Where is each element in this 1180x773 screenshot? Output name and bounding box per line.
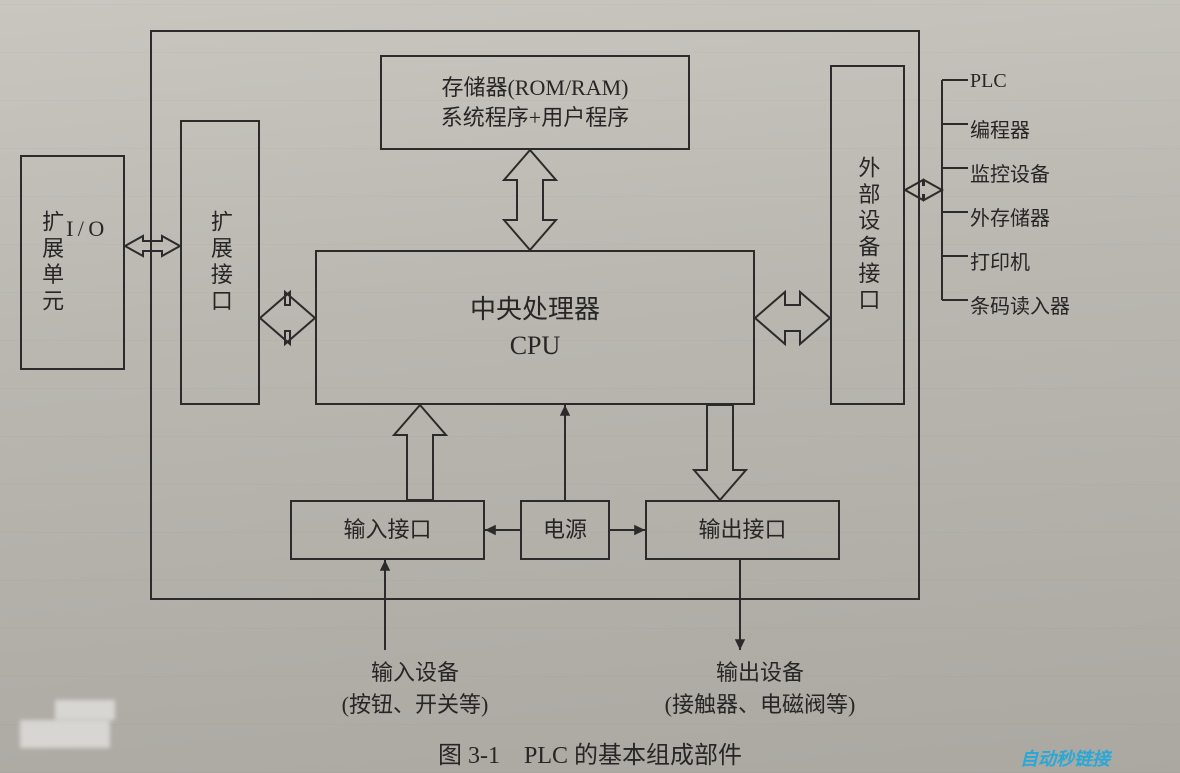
external-device-item: 监控设备	[970, 158, 1050, 187]
watermark-text: 自动秒链接	[1020, 745, 1110, 771]
figure-caption: 图 3-1 PLC 的基本组成部件	[340, 735, 840, 770]
scan-smudge	[20, 720, 110, 748]
memory-box: 存储器(ROM/RAM) 系统程序+用户程序	[380, 55, 690, 150]
external-device-item: 条码读入器	[970, 290, 1070, 319]
external-device-item: 外存储器	[970, 202, 1050, 231]
power-supply: 电源	[520, 500, 610, 560]
output-dev-line1: 输出设备	[610, 655, 910, 687]
input-if-text: 输入接口	[343, 515, 431, 545]
scan-smudge	[55, 700, 115, 720]
caption-text: 图 3-1 PLC 的基本组成部件	[438, 743, 742, 769]
diagram-page: I/O扩展单元 扩展接口 存储器(ROM/RAM) 系统程序+用户程序 中央处理…	[0, 0, 1180, 773]
io-unit-latin: I/O	[66, 214, 109, 244]
memory-line2: 系统程序+用户程序	[441, 103, 629, 133]
external-device-interface: 外部设备接口	[830, 65, 905, 405]
cpu-line2: CPU	[470, 328, 600, 363]
external-device-item: 打印机	[970, 246, 1030, 275]
input-devices-label: 输入设备 (按钮、开关等)	[290, 655, 540, 719]
cpu-line1: 中央处理器	[470, 292, 600, 327]
external-device-item: 编程器	[970, 114, 1030, 143]
cpu-box: 中央处理器 CPU	[315, 250, 755, 405]
output-devices-label: 输出设备 (接触器、电磁阀等)	[610, 655, 910, 719]
io-expansion-unit: I/O扩展单元	[20, 155, 125, 370]
input-dev-line1: 输入设备	[290, 655, 540, 687]
output-interface: 输出接口	[645, 500, 840, 560]
input-interface: 输入接口	[290, 500, 485, 560]
expansion-if-text: 扩展接口	[205, 210, 235, 316]
external-device-item: PLC	[970, 70, 1007, 93]
expansion-interface: 扩展接口	[180, 120, 260, 405]
input-dev-line2: (按钮、开关等)	[290, 687, 540, 719]
output-dev-line2: (接触器、电磁阀等)	[610, 687, 910, 719]
memory-line1: 存储器(ROM/RAM)	[441, 73, 629, 103]
output-if-text: 输出接口	[698, 515, 786, 545]
io-unit-text: 扩展单元	[39, 210, 64, 316]
power-text: 电源	[543, 515, 587, 545]
ext-if-text: 外部设备接口	[853, 156, 883, 314]
